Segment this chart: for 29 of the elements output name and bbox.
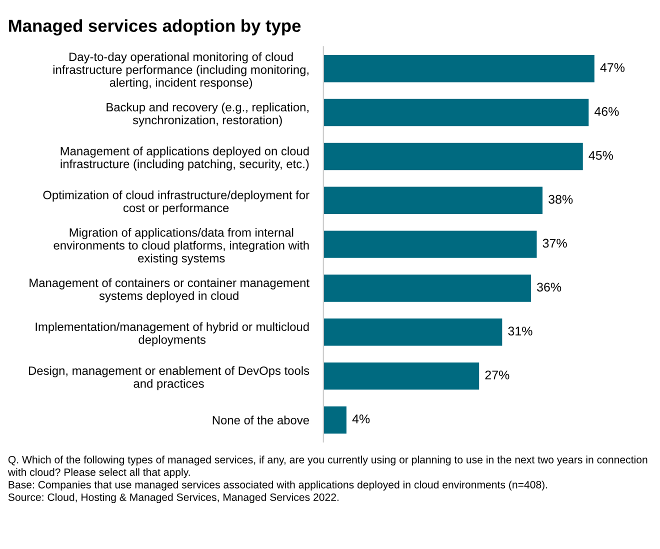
y-tick-label: Management of applications deployed on cloud infrastructure (including patching, security, etc.)	[60, 146, 309, 171]
y-tick-label: None of the above	[212, 416, 309, 424]
data-label: 36%	[537, 282, 562, 292]
data-label: 37%	[542, 238, 567, 248]
data-label: 31%	[508, 326, 532, 336]
data-label: 27%	[485, 370, 510, 380]
y-tick-label: Implementation/management of hybrid or multicloud deployments	[36, 322, 309, 346]
bar	[323, 406, 346, 434]
data-label: 4%	[352, 414, 370, 424]
y-tick-label: Design, management or enablement of DevOps tools and practices	[29, 366, 310, 390]
bar	[323, 230, 537, 258]
data-label: 45%	[588, 151, 614, 160]
y-tick-label: Optimization of cloud infrastructure/deployment for cost or performance	[43, 190, 310, 214]
bar	[323, 142, 583, 170]
data-label: 46%	[594, 107, 619, 116]
bar	[323, 362, 480, 390]
bar	[323, 318, 502, 346]
y-tick-label: Migration of applications/data from internal environments to cloud platforms, integration with existing systems	[54, 228, 309, 265]
text: Managed services adoption by type	[9, 19, 301, 36]
bar	[323, 186, 543, 214]
data-label: 38%	[548, 194, 573, 204]
text: Q. Which of the following types of managed services, if any, are you currently using or planning to use in the next two years in connection with cloud? Please select all that apply. Base: Companies that use managed services associated with applications deployed in cloud environments (n=408). Source: Cloud, Hosting & Managed Services, Managed Services 2022.	[8, 456, 648, 504]
y-tick-label: Day-to-day operational monitoring of cloud infrastructure performance (including monitoring, alerting, incident response)	[53, 52, 308, 90]
data-label: 47%	[600, 63, 625, 72]
bar	[323, 55, 594, 82]
y-tick-label: Management of containers or container management systems deployed in cloud	[30, 278, 310, 302]
bar	[323, 274, 531, 302]
y-tick-label: Backup and recovery (e.g., replication, synchronization, restoration)	[106, 102, 308, 127]
bar	[323, 98, 589, 126]
